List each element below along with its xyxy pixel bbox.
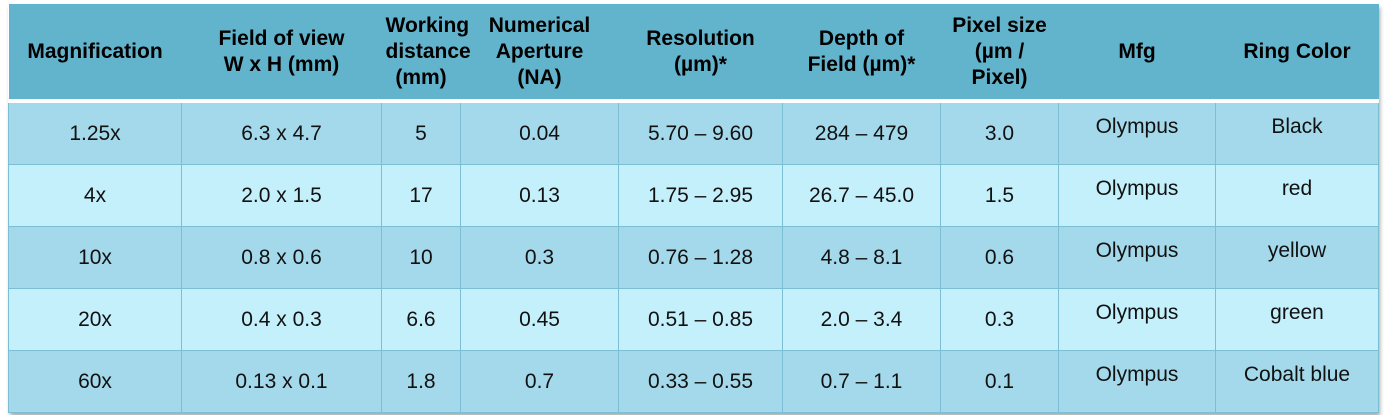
cell-resolution: 0.76 – 1.28 [618, 226, 783, 289]
cell-mfg: Olympus [1058, 101, 1216, 165]
cell-depth-of-field: 2.0 – 3.4 [782, 288, 941, 351]
table-row: 4x 2.0 x 1.5 17 0.13 1.75 – 2.95 26.7 – 45.0 1… [8, 164, 1379, 227]
cell-magnification: 10x [8, 226, 182, 289]
header-resolution: Resolution (µm)* [618, 4, 783, 103]
header-mfg: Mfg [1058, 4, 1216, 103]
cell-working-distance: 6.6 [381, 288, 461, 351]
table-row: 60x 0.13 x 0.1 1.8 0.7 0.33 – 0.55 0.7 – 1.1 0… [8, 350, 1379, 413]
header-text: Magnification [27, 39, 163, 63]
table-row: 20x 0.4 x 0.3 6.6 0.45 0.51 – 0.85 2.0 – 3.4 0… [8, 288, 1379, 351]
cell-ring-color: Cobalt blue [1215, 350, 1379, 413]
cell-numerical-aperture: 0.04 [460, 101, 619, 165]
header-row: Magnification Field of view W x H (mm) Work… [8, 4, 1379, 103]
cell-magnification: 20x [8, 288, 182, 351]
header-text: Field (µm)* [807, 52, 916, 76]
cell-working-distance: 10 [381, 226, 461, 289]
cell-pixel-size: 0.6 [940, 226, 1059, 289]
cell-field-of-view: 0.4 x 0.3 [181, 288, 382, 351]
header-text: W x H (mm) [223, 52, 340, 76]
cell-mfg: Olympus [1058, 350, 1216, 413]
cell-ring-color: red [1215, 164, 1379, 227]
header-field-of-view: Field of view W x H (mm) [181, 4, 382, 103]
objective-specs-table-container: Magnification Field of view W x H (mm) Work… [8, 4, 1379, 413]
cell-depth-of-field: 0.7 – 1.1 [782, 350, 941, 413]
cell-depth-of-field: 284 – 479 [782, 101, 941, 165]
cell-pixel-size: 3.0 [940, 101, 1059, 165]
header-text: (µm / [974, 39, 1025, 63]
cell-field-of-view: 6.3 x 4.7 [181, 101, 382, 165]
cell-ring-color: Black [1215, 101, 1379, 165]
cell-working-distance: 5 [381, 101, 461, 165]
table-row: 1.25x 6.3 x 4.7 5 0.04 5.70 – 9.60 284 – 479 3… [8, 101, 1379, 165]
header-text: Mfg [1118, 39, 1156, 63]
header-text: Aperture [495, 39, 584, 63]
header-depth-of-field: Depth of Field (µm)* [782, 4, 941, 103]
header-pixel-size: Pixel size (µm / Pixel) [940, 4, 1059, 103]
header-ring-color: Ring Color [1215, 4, 1379, 103]
header-text: Resolution [646, 26, 755, 50]
cell-mfg: Olympus [1058, 226, 1216, 289]
header-text: distance [385, 39, 471, 63]
header-numerical-aperture: Numerical Aperture (NA) [460, 4, 619, 103]
header-text: (µm)* [674, 52, 727, 76]
cell-working-distance: 17 [381, 164, 461, 227]
header-text: Pixel) [971, 65, 1028, 89]
header-magnification: Magnification [8, 4, 182, 103]
cell-pixel-size: 0.1 [940, 350, 1059, 413]
cell-field-of-view: 2.0 x 1.5 [181, 164, 382, 227]
table-row: 10x 0.8 x 0.6 10 0.3 0.76 – 1.28 4.8 – 8.1 0.6… [8, 226, 1379, 289]
header-text: Numerical [488, 13, 591, 37]
cell-resolution: 0.33 – 0.55 [618, 350, 783, 413]
header-text: (NA) [517, 65, 562, 89]
cell-working-distance: 1.8 [381, 350, 461, 413]
cell-pixel-size: 1.5 [940, 164, 1059, 227]
header-text: Field of view [218, 26, 345, 50]
cell-magnification: 1.25x [8, 101, 182, 165]
header-text: Depth of [818, 26, 905, 50]
cell-numerical-aperture: 0.7 [460, 350, 619, 413]
cell-mfg: Olympus [1058, 288, 1216, 351]
cell-resolution: 1.75 – 2.95 [618, 164, 783, 227]
cell-field-of-view: 0.13 x 0.1 [181, 350, 382, 413]
cell-numerical-aperture: 0.13 [460, 164, 619, 227]
header-text: (mm) [395, 65, 447, 89]
cell-pixel-size: 0.3 [940, 288, 1059, 351]
cell-resolution: 5.70 – 9.60 [618, 101, 783, 165]
cell-depth-of-field: 26.7 – 45.0 [782, 164, 941, 227]
header-working-distance: Working distance (mm) [381, 4, 471, 103]
cell-resolution: 0.51 – 0.85 [618, 288, 783, 351]
header-text: Pixel size [952, 13, 1047, 37]
cell-mfg: Olympus [1058, 164, 1216, 227]
cell-depth-of-field: 4.8 – 8.1 [782, 226, 941, 289]
cell-ring-color: green [1215, 288, 1379, 351]
header-text: Working [385, 13, 470, 37]
cell-numerical-aperture: 0.45 [460, 288, 619, 351]
cell-field-of-view: 0.8 x 0.6 [181, 226, 382, 289]
objective-specs-table: Magnification Field of view W x H (mm) Work… [8, 4, 1379, 413]
cell-numerical-aperture: 0.3 [460, 226, 619, 289]
cell-ring-color: yellow [1215, 226, 1379, 289]
cell-magnification: 4x [8, 164, 182, 227]
header-text: Ring Color [1243, 39, 1351, 63]
cell-magnification: 60x [8, 350, 182, 413]
